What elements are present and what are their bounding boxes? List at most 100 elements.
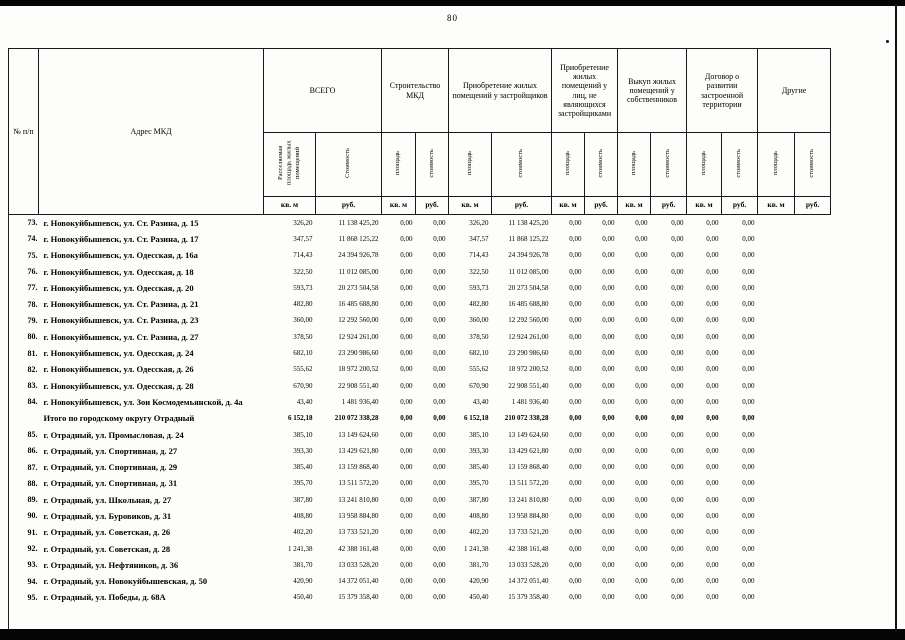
row-value: 0,00 [706,332,719,341]
row-value: 0,00 [602,544,615,553]
table-row: 85. г. Отрадный, ул. Промысловая, д. 24 38… [9,426,831,442]
row-value [795,329,831,345]
row-value: 22 908 551,40 [508,381,549,390]
table-row: 74. г. Новокуйбышевск, ул. Ст. Разина, д.… [9,231,831,247]
row-value: 0,00 [706,463,719,472]
row-value: 0,00 [602,300,615,309]
row-value: 0,00 [742,349,755,358]
row-value: 0,00 [742,560,755,569]
row-value [758,508,795,524]
row-value: 0,00 [602,381,615,390]
row-value: 6 152,18 [464,414,489,423]
row-number: 84. [27,397,38,407]
row-number: 91. [27,527,38,537]
row-number: 86. [27,446,38,456]
row-number: 80. [27,332,38,342]
row-value: 0,00 [671,495,684,504]
row-value [795,426,831,442]
subcol-purchase-nondeveloper-cost: стоимость [584,132,619,197]
row-value: 408,80 [293,511,313,520]
subcol-other-area: площадь [757,132,796,197]
row-value: 0,00 [742,479,755,488]
row-value: 11 138 425,20 [508,218,549,227]
subcol-purchase-developer-area: площадь [448,132,493,197]
row-value: 0,00 [635,283,648,292]
row-value: 402,20 [469,528,489,537]
row-value: 0,00 [433,544,446,553]
row-value [758,557,795,573]
row-value: 0,00 [671,267,684,276]
table-row: 95. г. Отрадный, ул. Победы, д. 68А 450,40… [9,589,831,605]
subcol-other-cost: стоимость [794,132,832,197]
row-value [795,215,831,231]
row-number: 93. [27,560,38,570]
table-row: 89. г. Отрадный, ул. Школьная, д. 27 387,8… [9,492,831,508]
row-number: 90. [27,511,38,521]
header-subcolumn-row: Расселяемая площадь жилых помещений Стои… [9,132,832,197]
row-value: 0,00 [635,414,648,423]
unit-cell: руб. [721,196,759,215]
row-value [758,475,795,491]
row-value: 0,00 [569,267,582,276]
row-value: 0,00 [569,316,582,325]
row-value: 0,00 [742,300,755,309]
row-value: 0,00 [742,316,755,325]
row-address: г. Новокуйбышевск, ул. Одесская, д. 18 [43,266,194,277]
row-value: 11 012 085,00 [508,267,549,276]
table-row: 91. г. Отрадный, ул. Советская, д. 26 402,… [9,524,831,540]
row-value: 0,00 [433,528,446,537]
row-number: 75. [27,250,38,260]
row-value: 0,00 [400,463,413,472]
row-value: 0,00 [569,560,582,569]
row-value [758,443,795,459]
row-value: 714,43 [469,251,489,260]
row-value: 0,00 [671,397,684,406]
row-value: 0,00 [433,414,446,423]
row-value: 11 868 125,22 [508,234,549,243]
row-value: 42 388 161,48 [508,544,549,553]
row-value: 0,00 [569,463,582,472]
row-address: г. Отрадный, ул. Школьная, д. 27 [43,494,172,505]
row-value: 0,00 [433,560,446,569]
row-value: 0,00 [742,495,755,504]
row-value: 0,00 [569,414,582,423]
row-value: 0,00 [742,528,755,537]
subcol-total-cost: Стоимость [314,132,383,197]
subcol-total-area: Расселяемая площадь жилых помещений [263,132,316,197]
row-value: 0,00 [433,332,446,341]
row-value: 0,00 [635,430,648,439]
row-value: 0,00 [706,381,719,390]
row-value: 0,00 [569,349,582,358]
row-value: 0,00 [706,218,719,227]
unit-cell: руб. [794,196,832,215]
row-value: 0,00 [400,332,413,341]
row-value: 0,00 [706,283,719,292]
row-value: 22 908 551,40 [338,381,379,390]
row-number: 81. [27,348,38,358]
row-value: 395,70 [469,479,489,488]
row-value: 0,00 [569,511,582,520]
subcol-buyout-cost: стоимость [650,132,688,197]
row-value: 0,00 [569,300,582,309]
row-value: 1 241,38 [288,544,313,553]
table-row: 90. г. Отрадный, ул. Буровиков, д. 31 408,… [9,508,831,524]
row-value [795,263,831,279]
row-value: 0,00 [706,544,719,553]
table-body: 73. г. Новокуйбышевск, ул. Ст. Разина, д.… [9,215,831,606]
unit-cell: руб. [314,196,383,215]
row-value: 482,80 [293,300,313,309]
row-value: 450,40 [293,593,313,602]
row-value [758,280,795,296]
row-value: 13 733 521,20 [508,528,549,537]
group-header-total: ВСЕГО [262,48,383,133]
row-value: 0,00 [706,430,719,439]
row-address: г. Новокуйбышевск, ул. Одесская, д. 24 [43,348,194,359]
row-value: 0,00 [433,316,446,325]
row-value: 0,00 [635,332,648,341]
row-value: 14 372 051,40 [508,577,549,586]
unit-cell: руб. [650,196,688,215]
row-value: 0,00 [635,267,648,276]
subcol-construction-area: площадь [381,132,417,197]
table-row: 88. г. Отрадный, ул. Спортивная, д. 31 395… [9,475,831,491]
table-row: 92. г. Отрадный, ул. Советская, д. 28 1 24… [9,540,831,556]
